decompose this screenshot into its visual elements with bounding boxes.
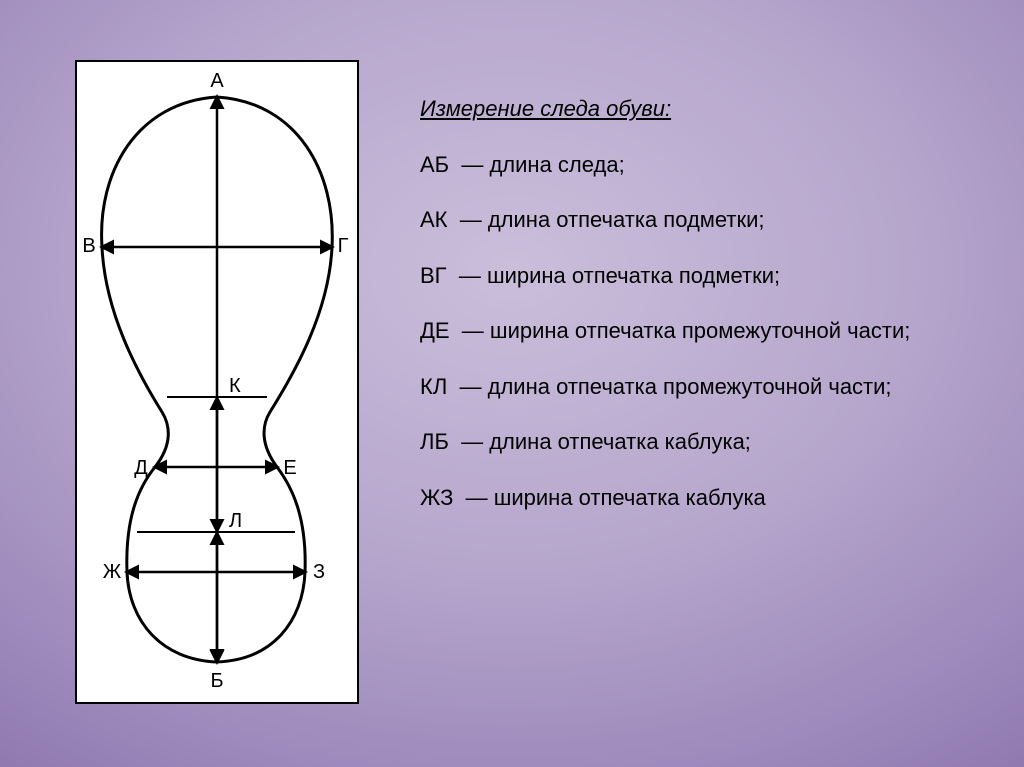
measure-zhz: ЖЗ — ширина отпечатка каблука [420,484,980,512]
measure-label: ширина отпечатка каблука [494,485,766,510]
label-d: Д [134,457,148,479]
measure-kl: КЛ — длина отпечатка промежуточной части… [420,373,980,401]
measure-de: ДЕ — ширина отпечатка промежуточной част… [420,317,980,345]
measure-code: ДЕ [420,318,450,343]
label-e: Е [283,457,296,479]
measure-code: ЛБ [420,429,449,454]
slide-root: А Б В Г К Д Е Л Ж З Измерение следа обув… [0,0,1024,767]
label-a: А [210,70,224,92]
measure-code: ЖЗ [420,485,453,510]
measure-label: ширина отпечатка подметки; [487,263,780,288]
measure-lb: ЛБ — длина отпечатка каблука; [420,428,980,456]
label-g: Г [338,235,349,257]
title: Измерение следа обуви: [420,95,980,123]
measure-vg: ВГ — ширина отпечатка подметки; [420,262,980,290]
measure-code: КЛ [420,374,447,399]
label-k: К [229,375,241,397]
measure-code: ВГ [420,263,447,288]
text-column: Измерение следа обуви: АБ — длина следа;… [420,95,980,539]
measure-label: длина отпечатка промежуточной части; [488,374,892,399]
measure-code: АК [420,207,448,232]
measure-label: длина отпечатка каблука; [489,429,751,454]
measure-label: длина отпечатка подметки; [488,207,765,232]
label-z: З [313,561,325,583]
label-b: Б [210,670,223,692]
measure-ab: АБ — длина следа; [420,151,980,179]
measure-code: АБ [420,152,449,177]
label-v: В [82,235,95,257]
diagram-container: А Б В Г К Д Е Л Ж З [75,60,359,704]
footprint-diagram: А Б В Г К Д Е Л Ж З [77,62,357,702]
label-l: Л [229,510,242,532]
label-zh: Ж [103,561,122,583]
measure-ak: АК — длина отпечатка подметки; [420,206,980,234]
measure-label: длина следа; [489,152,624,177]
measure-label: ширина отпечатка промежуточной части; [490,318,910,343]
